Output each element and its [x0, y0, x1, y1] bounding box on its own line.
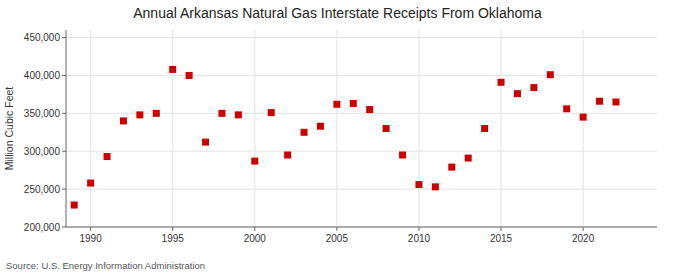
y-tick [62, 37, 66, 38]
y-tick [62, 227, 66, 228]
y-tick-label: 200,000 [24, 222, 61, 233]
x-grid-line [172, 30, 173, 227]
x-tick-label: 1995 [162, 233, 185, 244]
point [612, 98, 619, 105]
point [399, 152, 406, 159]
point [465, 155, 472, 162]
y-tick-label: 300,000 [24, 146, 61, 157]
x-tick [254, 227, 255, 231]
y-axis-label: Million Cubic Feet [3, 87, 15, 171]
point [448, 164, 455, 171]
x-tick [172, 227, 173, 231]
x-tick-label: 2020 [572, 233, 595, 244]
x-grid-line [336, 30, 337, 227]
point [333, 101, 340, 108]
x-tick [418, 227, 419, 231]
point [317, 123, 324, 130]
point [87, 180, 94, 187]
point [481, 125, 488, 132]
point [563, 105, 570, 112]
y-tick-label: 250,000 [24, 184, 61, 195]
point [71, 202, 78, 209]
y-tick-label: 350,000 [24, 108, 61, 119]
point [120, 117, 127, 124]
point [596, 98, 603, 105]
point [514, 90, 521, 97]
x-tick-label: 2015 [490, 233, 513, 244]
title: Annual Arkansas Natural Gas Interstate R… [133, 5, 542, 21]
point [235, 111, 242, 118]
point [415, 181, 422, 188]
point [136, 111, 143, 118]
source-note: Source: U.S. Energy Information Administ… [6, 260, 205, 271]
chart-container: 200,000 250,000 300,000 350,000 400,000 450,0… [0, 0, 675, 275]
y-grid-line [66, 227, 657, 228]
point [251, 158, 258, 165]
point [104, 153, 111, 160]
x-tick-label: 2005 [326, 233, 349, 244]
chart-svg: 200,000 250,000 300,000 350,000 400,000 450,0… [0, 0, 675, 275]
y-tick-label: 450,000 [24, 32, 61, 43]
x-tick [336, 227, 337, 231]
x-grid-line [501, 30, 502, 227]
point [580, 114, 587, 121]
point [284, 152, 291, 159]
y-tick [62, 189, 66, 190]
y-tick [62, 113, 66, 114]
y-grid-line [66, 151, 657, 152]
point [153, 110, 160, 117]
y-grid-line [66, 75, 657, 76]
marks [71, 66, 620, 209]
x-tick [583, 227, 584, 231]
point [301, 129, 308, 136]
y-tick [62, 75, 66, 76]
point [169, 66, 176, 73]
point [268, 109, 275, 116]
y-axis-line [66, 30, 67, 227]
x-tick-label: 2010 [408, 233, 431, 244]
point [432, 183, 439, 190]
point [350, 100, 357, 107]
x-grid-line [418, 30, 419, 227]
point [218, 110, 225, 117]
grid [66, 30, 657, 227]
x-tick-label: 2000 [244, 233, 267, 244]
x-grid-line [90, 30, 91, 227]
x-grid-line [583, 30, 584, 227]
x-tick [90, 227, 91, 231]
y-tick [62, 151, 66, 152]
point [498, 79, 505, 86]
y-tick-label: 400,000 [24, 70, 61, 81]
point [186, 72, 193, 79]
x-grid-line [254, 30, 255, 227]
y-grid-line [66, 37, 657, 38]
point [530, 84, 537, 91]
page: {"chart_data": {"type": "scatter", "titl… [0, 0, 675, 275]
x-axis-line [66, 227, 657, 228]
y-grid-line [66, 189, 657, 190]
x-tick [501, 227, 502, 231]
point [366, 106, 373, 113]
point [547, 71, 554, 78]
point [202, 139, 209, 146]
point [383, 125, 390, 132]
x-tick-label: 1990 [80, 233, 103, 244]
